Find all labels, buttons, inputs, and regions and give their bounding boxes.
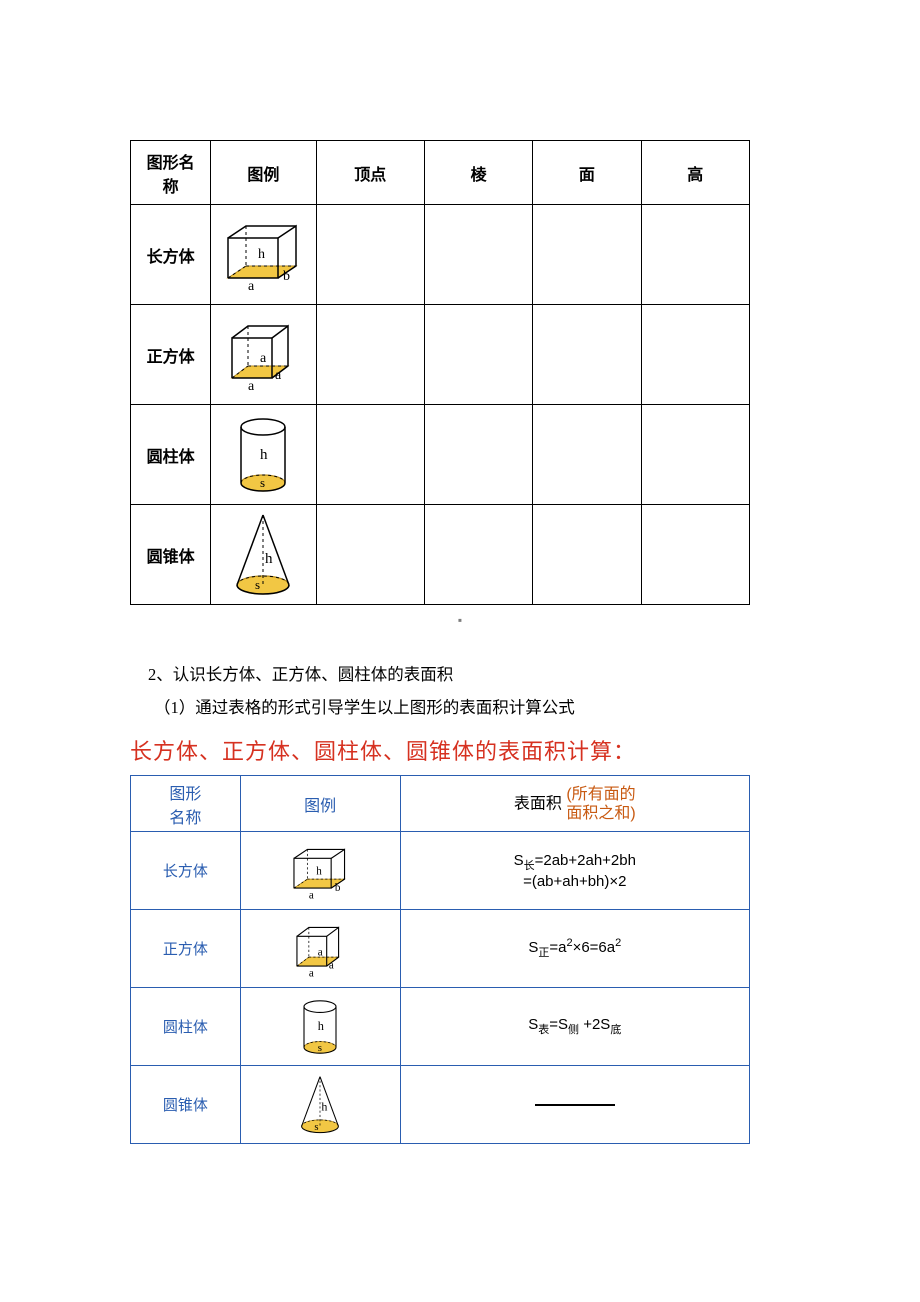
surface-area-table: 图形名称 图例 表面积 (所有面的面积之和) 长方体 a b h S长=2ab+… xyxy=(130,775,750,1144)
svg-text:s: s xyxy=(314,1121,318,1132)
figure-cone-small: h s xyxy=(240,1066,400,1144)
t2-th-fig: 图例 xyxy=(240,776,400,832)
empty-cell xyxy=(424,405,532,505)
svg-text:h: h xyxy=(260,447,268,463)
t2-row-cuboid: 长方体 a b h S长=2ab+2ah+2bh=(ab+ah+bh)×2 xyxy=(131,832,750,910)
figure-cube-small: a a a xyxy=(240,910,400,988)
svg-text:a: a xyxy=(248,279,255,294)
table-row-cylinder: 圆柱体 h s xyxy=(131,405,750,505)
formula-cone-blank xyxy=(400,1066,749,1144)
cuboid-icon: a b h xyxy=(281,842,359,900)
th-vertex: 顶点 xyxy=(316,141,424,205)
figure-cuboid: a b h xyxy=(211,205,316,305)
figure-cuboid-small: a b h xyxy=(240,832,400,910)
svg-text:b: b xyxy=(283,269,290,284)
center-dot: ▪ xyxy=(130,613,790,628)
svg-text:a: a xyxy=(309,967,314,977)
t2-row-cube: 正方体 a a a S正=a2×6=6a2 xyxy=(131,910,750,988)
svg-text:h: h xyxy=(322,1099,328,1113)
cone-icon: h s xyxy=(290,1071,350,1139)
section-2-1: （1）通过表格的形式引导学生以上图形的表面积计算公式 xyxy=(130,691,790,724)
empty-cell xyxy=(533,505,641,605)
row-name: 圆锥体 xyxy=(131,505,211,605)
cone-icon: h s xyxy=(225,507,301,603)
table-row-cuboid: 长方体 a b h xyxy=(131,205,750,305)
t2-th-formula: 表面积 (所有面的面积之和) xyxy=(400,776,749,832)
figure-cone: h s xyxy=(211,505,316,605)
empty-cell xyxy=(424,205,532,305)
surface-area-heading: 长方体、正方体、圆柱体、圆锥体的表面积计算： xyxy=(130,734,790,769)
th-height: 高 xyxy=(641,141,749,205)
t2-row-cylinder: 圆柱体 h s S表=S侧 +2S底 xyxy=(131,988,750,1066)
empty-cell xyxy=(641,305,749,405)
svg-text:h: h xyxy=(318,1019,325,1033)
table-row-cone: 圆锥体 h s xyxy=(131,505,750,605)
th-face: 面 xyxy=(533,141,641,205)
empty-cell xyxy=(641,505,749,605)
svg-text:h: h xyxy=(316,865,322,877)
svg-text:a: a xyxy=(329,959,334,971)
svg-text:a: a xyxy=(318,946,323,958)
row-name: 圆柱体 xyxy=(131,405,211,505)
t2-th-name: 图形名称 xyxy=(131,776,241,832)
empty-cell xyxy=(424,505,532,605)
svg-text:s: s xyxy=(255,577,260,592)
cylinder-icon: h s xyxy=(292,995,348,1059)
svg-text:h: h xyxy=(258,247,265,262)
cylinder-icon: h s xyxy=(228,411,298,499)
svg-text:s: s xyxy=(318,1042,322,1054)
figure-cylinder-small: h s xyxy=(240,988,400,1066)
t2-header-row: 图形名称 图例 表面积 (所有面的面积之和) xyxy=(131,776,750,832)
table-row-cube: 正方体 a a a xyxy=(131,305,750,405)
svg-text:b: b xyxy=(335,882,341,894)
cuboid-icon: a b h xyxy=(218,216,308,294)
svg-text:s: s xyxy=(260,475,265,490)
figure-cube: a a a xyxy=(211,305,316,405)
row-name: 正方体 xyxy=(131,305,211,405)
solids-properties-table: 图形名称 图例 顶点 棱 面 高 长方体 a b h xyxy=(130,140,750,605)
empty-cell xyxy=(533,405,641,505)
th-name-text: 图形名称 xyxy=(147,155,195,196)
cube-icon: a a a xyxy=(285,920,355,978)
empty-cell xyxy=(316,305,424,405)
empty-cell xyxy=(533,205,641,305)
empty-cell xyxy=(533,305,641,405)
row-name: 长方体 xyxy=(131,205,211,305)
table-header-row: 图形名称 图例 顶点 棱 面 高 xyxy=(131,141,750,205)
row-name: 长方体 xyxy=(131,832,241,910)
empty-cell xyxy=(316,505,424,605)
svg-text:a: a xyxy=(260,351,267,366)
formula-note: (所有面的面积之和) xyxy=(566,785,635,823)
empty-cell xyxy=(641,405,749,505)
row-name: 圆柱体 xyxy=(131,988,241,1066)
empty-cell xyxy=(424,305,532,405)
row-name: 圆锥体 xyxy=(131,1066,241,1144)
th-edge: 棱 xyxy=(424,141,532,205)
th-name: 图形名称 xyxy=(131,141,211,205)
svg-text:a: a xyxy=(248,379,255,394)
formula-cube: S正=a2×6=6a2 xyxy=(400,910,749,988)
svg-text:a: a xyxy=(275,368,282,383)
cube-icon: a a a xyxy=(222,316,304,394)
figure-cylinder: h s xyxy=(211,405,316,505)
row-name: 正方体 xyxy=(131,910,241,988)
section-2-title: 2、认识长方体、正方体、圆柱体的表面积 xyxy=(130,658,790,691)
svg-text:a: a xyxy=(309,889,314,899)
formula-cuboid: S长=2ab+2ah+2bh=(ab+ah+bh)×2 xyxy=(400,832,749,910)
formula-cylinder: S表=S侧 +2S底 xyxy=(400,988,749,1066)
empty-cell xyxy=(316,205,424,305)
svg-text:h: h xyxy=(265,551,273,567)
empty-cell xyxy=(316,405,424,505)
th-figure: 图例 xyxy=(211,141,316,205)
t2-row-cone: 圆锥体 h s xyxy=(131,1066,750,1144)
empty-cell xyxy=(641,205,749,305)
